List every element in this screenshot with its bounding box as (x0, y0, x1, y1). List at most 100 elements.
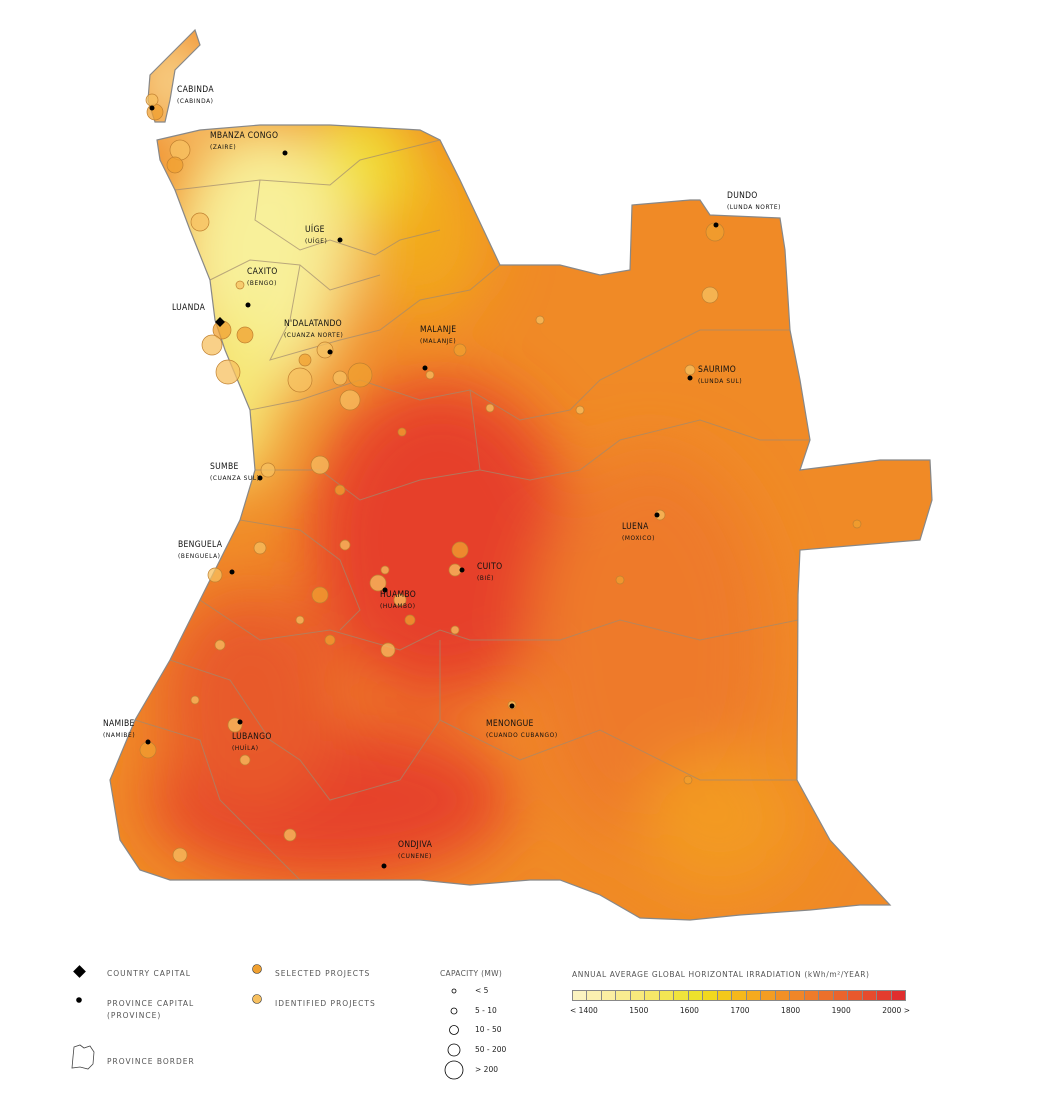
ramp-swatch (601, 991, 616, 1000)
ramp-swatch (819, 991, 833, 1000)
city-name: SUMBE (210, 462, 239, 472)
project-marker[interactable] (239, 754, 251, 766)
project-marker[interactable] (339, 539, 351, 551)
province-capital-dot-icon (76, 997, 82, 1003)
project-marker[interactable] (380, 642, 396, 658)
project-marker[interactable] (310, 455, 330, 475)
project-marker[interactable] (701, 286, 719, 304)
city-name: HUAMBO (380, 590, 416, 600)
ramp-swatch (833, 991, 848, 1000)
ramp-swatch (848, 991, 862, 1000)
irradiation-ticks: < 1400 1500 1600 1700 1800 1900 2000 > (570, 1006, 910, 1015)
project-marker[interactable] (453, 343, 467, 357)
province-name: (ZAIRE) (210, 143, 236, 151)
irradiation-tick: < 1400 (570, 1006, 598, 1015)
city-name: CABINDA (177, 85, 214, 95)
country-capital-marker (215, 317, 225, 327)
ramp-swatch (804, 991, 819, 1000)
project-marker[interactable] (369, 574, 387, 592)
province-capital-marker (327, 349, 333, 355)
project-marker[interactable] (295, 615, 305, 625)
province-name: (MOXICO) (622, 534, 655, 542)
project-marker[interactable] (535, 315, 545, 325)
ramp-swatch (761, 991, 775, 1000)
irradiation-tick: 1600 (679, 1006, 699, 1015)
province-name: (CABINDA) (177, 97, 214, 105)
project-marker[interactable] (283, 828, 297, 842)
project-marker[interactable] (684, 364, 696, 376)
ramp-swatch (732, 991, 746, 1000)
project-marker[interactable] (332, 370, 348, 386)
project-marker[interactable] (190, 695, 200, 705)
ramp-swatch (862, 991, 877, 1000)
province-capital-marker (713, 222, 719, 228)
province-capital-marker (337, 237, 343, 243)
project-marker[interactable] (253, 541, 267, 555)
province-border-icon (71, 1044, 95, 1070)
legend-province-capital: PROVINCE CAPITAL (107, 999, 195, 1008)
ramp-swatch (877, 991, 891, 1000)
province-capital-marker (229, 569, 235, 575)
ramp-swatch (630, 991, 645, 1000)
province-capital-marker (149, 105, 155, 111)
project-marker[interactable] (236, 326, 254, 344)
legend-capacity-title: CAPACITY (MW) (440, 969, 503, 978)
province-capital-marker (422, 365, 428, 371)
capacity-circle-3 (449, 1025, 459, 1035)
project-marker[interactable] (397, 427, 407, 437)
project-marker[interactable] (425, 370, 435, 380)
project-marker[interactable] (451, 541, 469, 559)
province-name: (CUANDO CUBANGO) (486, 731, 558, 739)
city-name: N'DALATANDO (284, 319, 342, 329)
project-marker[interactable] (575, 405, 585, 415)
project-marker[interactable] (145, 93, 159, 107)
project-marker[interactable] (287, 367, 313, 393)
project-marker[interactable] (334, 484, 346, 496)
country-capital-diamond-icon (73, 965, 86, 978)
ramp-swatch (703, 991, 717, 1000)
project-marker[interactable] (448, 563, 462, 577)
project-marker[interactable] (324, 634, 336, 646)
project-marker[interactable] (339, 389, 361, 411)
project-marker[interactable] (235, 280, 245, 290)
project-marker[interactable] (450, 625, 460, 635)
project-marker[interactable] (393, 593, 407, 607)
irradiation-tick: 1700 (730, 1006, 750, 1015)
city-name: DUNDO (727, 191, 758, 201)
legend-province-capital-sub: (PROVINCE) (107, 1011, 162, 1020)
city-name: MBANZA CONGO (210, 131, 278, 141)
project-marker[interactable] (207, 567, 223, 583)
legend-country-capital: COUNTRY CAPITAL (107, 969, 191, 978)
project-marker[interactable] (404, 614, 416, 626)
legend-province-border: PROVINCE BORDER (107, 1057, 195, 1066)
project-marker[interactable] (214, 639, 226, 651)
project-marker[interactable] (298, 353, 312, 367)
capacity-circles (444, 988, 464, 1080)
projects-layer (139, 93, 862, 863)
irradiation-surface (110, 30, 932, 920)
ramp-swatch (616, 991, 630, 1000)
capacity-circle-1 (451, 988, 457, 994)
province-name: (CUNENE) (398, 852, 432, 860)
project-marker[interactable] (166, 156, 184, 174)
project-marker[interactable] (485, 403, 495, 413)
project-marker[interactable] (146, 103, 164, 121)
project-marker[interactable] (260, 462, 276, 478)
project-marker[interactable] (380, 565, 390, 575)
ramp-swatch (645, 991, 659, 1000)
project-marker[interactable] (172, 847, 188, 863)
city-name: SAURIMO (698, 365, 736, 375)
irradiation-color-ramp (572, 990, 906, 1001)
city-name: LUENA (622, 522, 649, 532)
project-marker[interactable] (215, 359, 241, 385)
project-marker[interactable] (852, 519, 862, 529)
project-marker[interactable] (615, 575, 625, 585)
project-marker[interactable] (347, 362, 373, 388)
project-marker[interactable] (201, 334, 223, 356)
project-marker[interactable] (311, 586, 329, 604)
province-capital-marker (237, 719, 243, 725)
province-capital-marker (654, 512, 660, 518)
project-marker[interactable] (683, 775, 693, 785)
city-name: MENONGUE (486, 719, 534, 729)
project-marker[interactable] (190, 212, 210, 232)
